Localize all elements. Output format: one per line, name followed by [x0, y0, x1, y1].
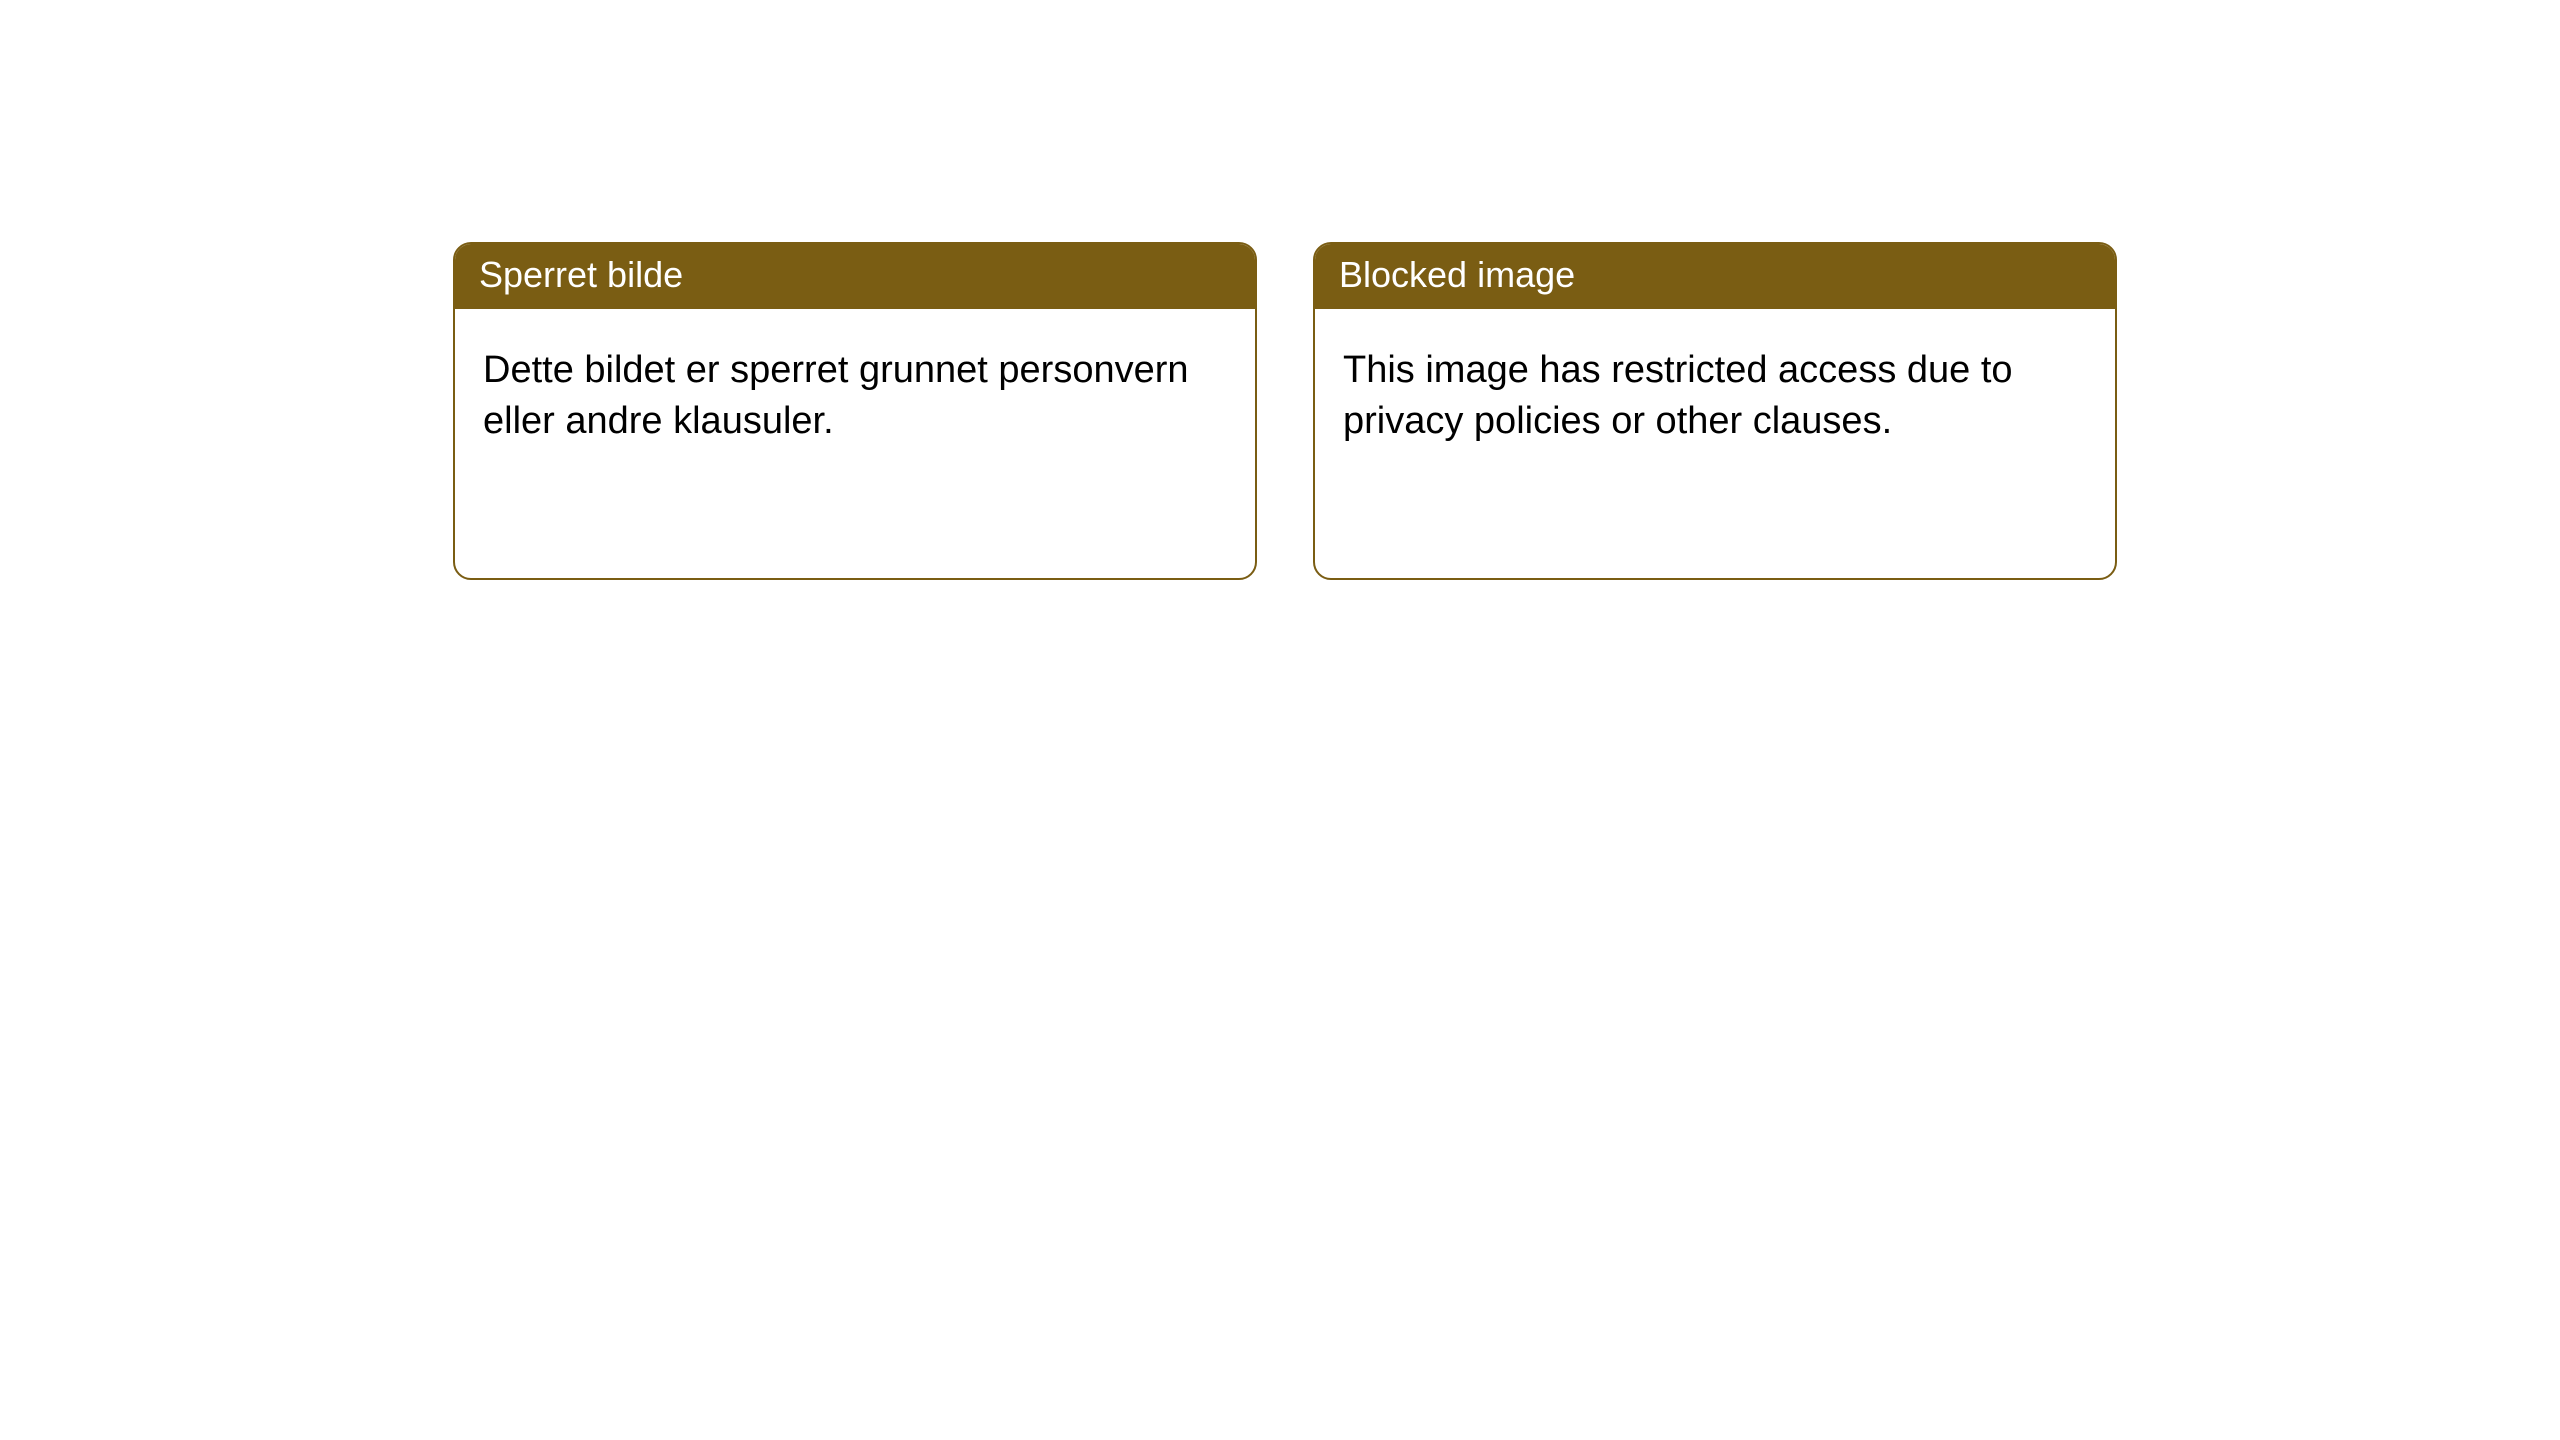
notice-header: Blocked image: [1315, 244, 2115, 309]
notice-card-english: Blocked image This image has restricted …: [1313, 242, 2117, 580]
notice-card-norwegian: Sperret bilde Dette bildet er sperret gr…: [453, 242, 1257, 580]
notice-body: This image has restricted access due to …: [1315, 309, 2115, 472]
notice-container: Sperret bilde Dette bildet er sperret gr…: [0, 0, 2560, 580]
notice-header: Sperret bilde: [455, 244, 1255, 309]
notice-body: Dette bildet er sperret grunnet personve…: [455, 309, 1255, 472]
